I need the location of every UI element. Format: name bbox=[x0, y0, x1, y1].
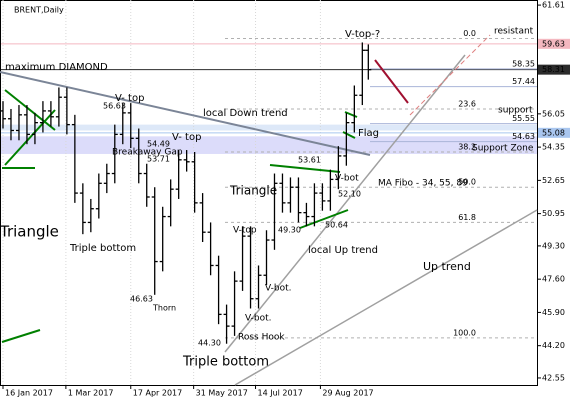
flag-line bbox=[342, 131, 356, 139]
price-marker-label: 59.63 bbox=[542, 39, 565, 48]
x-tick-label: 17 Apr 2017 bbox=[133, 389, 182, 398]
annotation: V-bot bbox=[335, 174, 359, 184]
annotation: Thorn bbox=[152, 304, 176, 313]
y-tick-label: 54.35 bbox=[542, 143, 565, 152]
x-tick-label: 29 Aug 2017 bbox=[322, 389, 373, 398]
plot-frame bbox=[0, 0, 538, 386]
annotation: 53.71 bbox=[147, 155, 170, 164]
annotation: maximum DIAMOND bbox=[5, 62, 108, 73]
annotation: Triangle bbox=[229, 184, 277, 198]
fib-label: 50.0 bbox=[458, 178, 476, 187]
projection-line bbox=[409, 34, 491, 116]
annotation: Ross Hook bbox=[238, 333, 285, 343]
y-tick-label: 61.61 bbox=[542, 1, 565, 10]
annotation: 53.61 bbox=[298, 156, 321, 165]
triangle-line bbox=[269, 164, 341, 173]
annotation: support bbox=[498, 106, 533, 116]
annotation: V- top bbox=[172, 132, 201, 143]
y-tick-label: 47.60 bbox=[542, 275, 565, 284]
fib-label: 23.6 bbox=[458, 99, 476, 108]
level-label: 57.44 bbox=[512, 77, 535, 86]
annotation: 54.49 bbox=[147, 140, 170, 149]
annotation: Triangle bbox=[0, 223, 59, 241]
down-trend-line bbox=[0, 71, 371, 156]
fib-label: 0.0 bbox=[463, 29, 476, 38]
level-label: 55.55 bbox=[512, 114, 535, 123]
fib-label: 100.0 bbox=[453, 328, 476, 337]
annotation: Breakaway Gap bbox=[112, 148, 183, 158]
fib-label: 38.2 bbox=[458, 143, 476, 152]
chart-title: BRENT,Daily bbox=[14, 6, 64, 15]
price-marker-label: 55.08 bbox=[542, 128, 565, 137]
zone bbox=[1, 136, 537, 154]
fib-label: 61.8 bbox=[458, 213, 476, 222]
annotation: Triple bottom bbox=[69, 243, 136, 254]
annotation: 49.30 bbox=[278, 226, 301, 235]
triangle-line bbox=[299, 209, 349, 229]
annotation: Up trend bbox=[423, 260, 471, 273]
projection-line bbox=[374, 59, 409, 104]
annotation: V-bot. bbox=[265, 284, 292, 294]
y-tick-label: 44.20 bbox=[542, 341, 565, 350]
annotation: 56.63 bbox=[103, 102, 126, 111]
annotation: MA Fibo - 34, 55, 89 bbox=[378, 179, 468, 189]
x-tick-label: 16 Jan 2017 bbox=[5, 389, 53, 398]
long-up-trend-line bbox=[234, 209, 538, 386]
price-marker bbox=[538, 127, 570, 138]
up-trend-line bbox=[224, 54, 466, 353]
triangle-line bbox=[1, 329, 41, 343]
annotation: V- top bbox=[115, 93, 144, 104]
level-label: 58.35 bbox=[512, 59, 535, 68]
annotation: V-bot. bbox=[245, 314, 272, 324]
price-marker-label: 58.31 bbox=[542, 65, 565, 74]
y-tick-label: 50.95 bbox=[542, 209, 565, 218]
x-tick-label: 31 May 2017 bbox=[196, 389, 248, 398]
annotation: Support Zone bbox=[472, 144, 534, 154]
annotation: 50.64 bbox=[325, 221, 348, 230]
triangle-line bbox=[4, 89, 56, 131]
annotation: 46.63 bbox=[130, 295, 153, 304]
zone bbox=[1, 124, 537, 131]
price-marker bbox=[538, 64, 570, 75]
annotation: Triple bottom bbox=[182, 355, 269, 370]
flag-line bbox=[344, 111, 358, 118]
y-tick-label: 56.05 bbox=[542, 109, 565, 118]
y-tick-label: 42.55 bbox=[542, 373, 565, 382]
x-tick-label: 1 Mar 2017 bbox=[68, 389, 114, 398]
y-tick-label: 52.65 bbox=[542, 176, 565, 185]
annotation: resistant bbox=[494, 27, 534, 37]
annotation: 44.30 bbox=[198, 339, 221, 348]
y-tick-label: 45.90 bbox=[542, 308, 565, 317]
triangle-line bbox=[4, 109, 56, 166]
annotation: local Up trend bbox=[308, 245, 378, 256]
zones bbox=[1, 124, 537, 154]
annotation: Flag bbox=[358, 128, 379, 139]
bars bbox=[0, 42, 372, 344]
x-tick-label: 14 Jul 2017 bbox=[258, 389, 303, 398]
y-tick-label: 49.30 bbox=[542, 241, 565, 250]
level-label: 54.63 bbox=[512, 132, 535, 141]
annotation: V-top bbox=[233, 226, 257, 236]
trend-lines bbox=[0, 34, 538, 386]
annotation: 52.10 bbox=[338, 190, 361, 199]
annotation: V-top-? bbox=[345, 29, 380, 40]
grid bbox=[1, 0, 570, 389]
annotation: local Down trend bbox=[203, 108, 288, 119]
price-marker bbox=[538, 38, 570, 49]
